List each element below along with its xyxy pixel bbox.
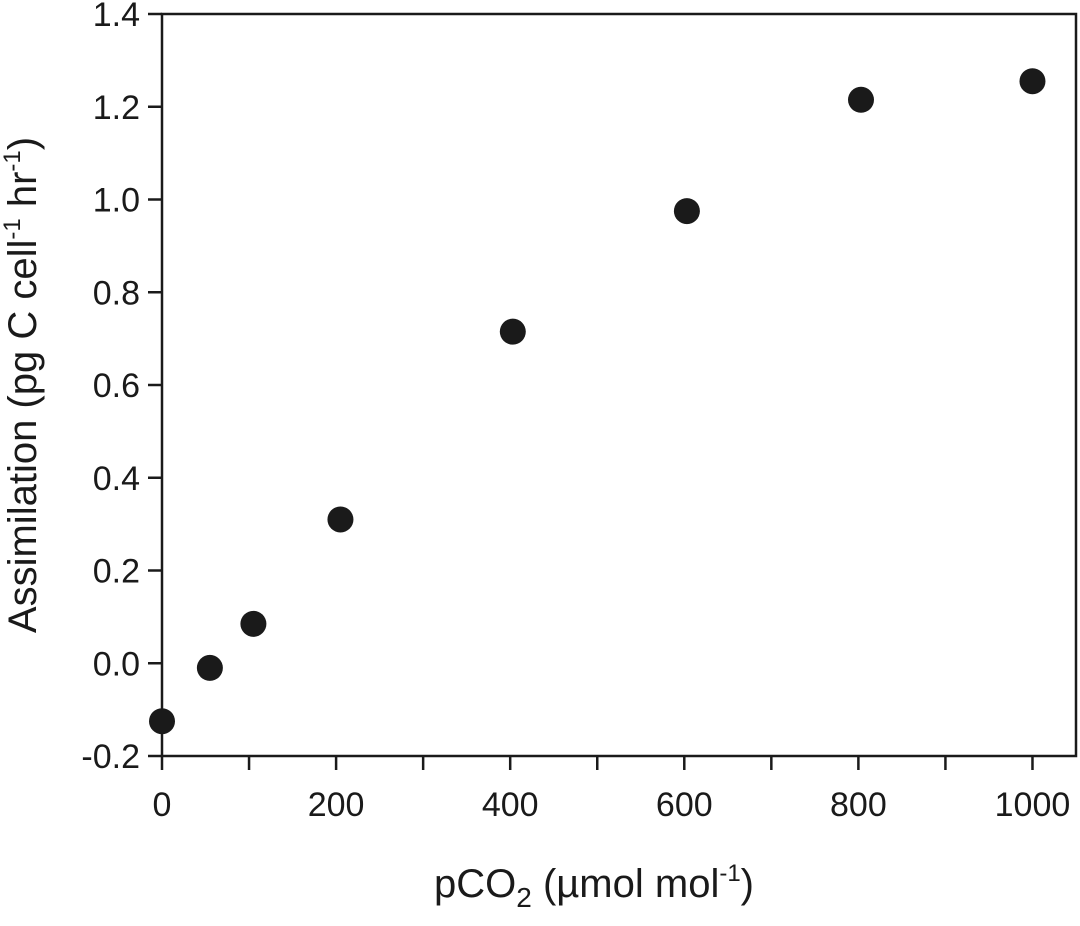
data-point xyxy=(847,86,874,113)
y-tick-label: 0.8 xyxy=(93,274,140,312)
y-tick-label: 0.4 xyxy=(93,460,140,498)
y-tick-label: 0.2 xyxy=(93,553,140,591)
y-tick-label: 1.0 xyxy=(93,182,140,220)
x-tick-label: 600 xyxy=(656,786,713,824)
data-points xyxy=(149,68,1046,735)
y-tick-label: 1.4 xyxy=(93,0,140,34)
y-tick-label: -0.2 xyxy=(81,738,140,776)
data-point xyxy=(1019,68,1046,95)
data-point xyxy=(673,198,700,225)
y-tick-label: 0.6 xyxy=(93,367,140,405)
plot-frame xyxy=(160,12,1078,758)
x-tick-label: 200 xyxy=(308,786,365,824)
x-axis-title: pCO2 (µmol mol-1) xyxy=(434,860,754,913)
y-axis-title: Assimilation (pg C cell-1 hr-1) xyxy=(0,137,45,633)
x-tick-label: 0 xyxy=(153,786,172,824)
y-tick-label: 1.2 xyxy=(93,89,140,127)
data-point xyxy=(240,610,267,637)
x-tick-label: 1000 xyxy=(995,786,1071,824)
y-axis: -0.2 0.0 0.2 0.4 0.6 0.8 1.0 1.2 1.4 xyxy=(81,0,162,776)
data-point xyxy=(499,318,526,345)
data-point xyxy=(149,708,175,735)
x-axis: 0 200 400 600 800 1000 xyxy=(153,756,1071,824)
y-tick-label: 0.0 xyxy=(93,645,140,683)
x-tick-label: 800 xyxy=(830,786,887,824)
data-point xyxy=(327,506,354,533)
x-tick-label: 400 xyxy=(482,786,539,824)
data-point xyxy=(196,654,223,681)
